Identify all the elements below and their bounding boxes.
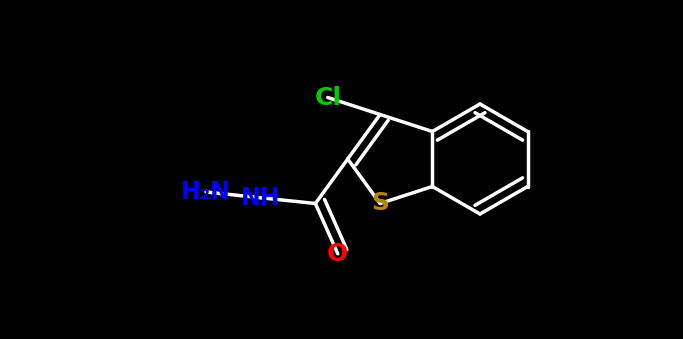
Text: S: S [371, 192, 389, 216]
Text: H₂N: H₂N [181, 180, 231, 204]
Text: O: O [327, 242, 348, 266]
Text: Cl: Cl [314, 85, 342, 109]
Text: NH: NH [241, 186, 281, 210]
